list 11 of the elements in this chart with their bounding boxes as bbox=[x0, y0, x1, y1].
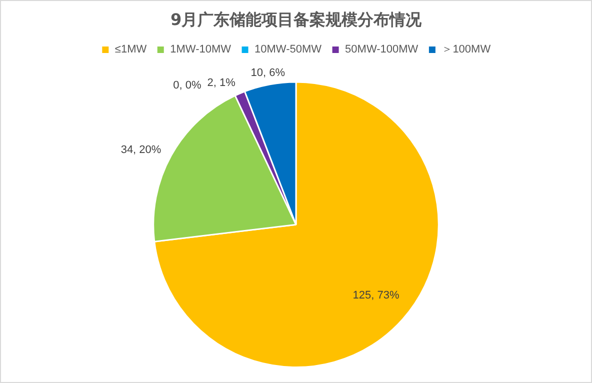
chart-title: 9月广东储能项目备案规模分布情况 bbox=[170, 10, 423, 29]
text: 0, 0% bbox=[173, 79, 202, 92]
legend-label: 10MW-50MW bbox=[254, 44, 322, 56]
legend-label: ≤1MW bbox=[114, 44, 148, 56]
data-label: 125, 73% bbox=[352, 290, 400, 302]
data-label: 2, 1% bbox=[207, 76, 236, 89]
legend-label: 1MW-10MW bbox=[170, 44, 232, 56]
data-label: 10, 6% bbox=[250, 67, 286, 80]
data-label: 34, 20% bbox=[120, 144, 162, 156]
legend-label: ＞100MW bbox=[442, 44, 492, 56]
legend-label: 50MW-100MW bbox=[345, 44, 419, 56]
